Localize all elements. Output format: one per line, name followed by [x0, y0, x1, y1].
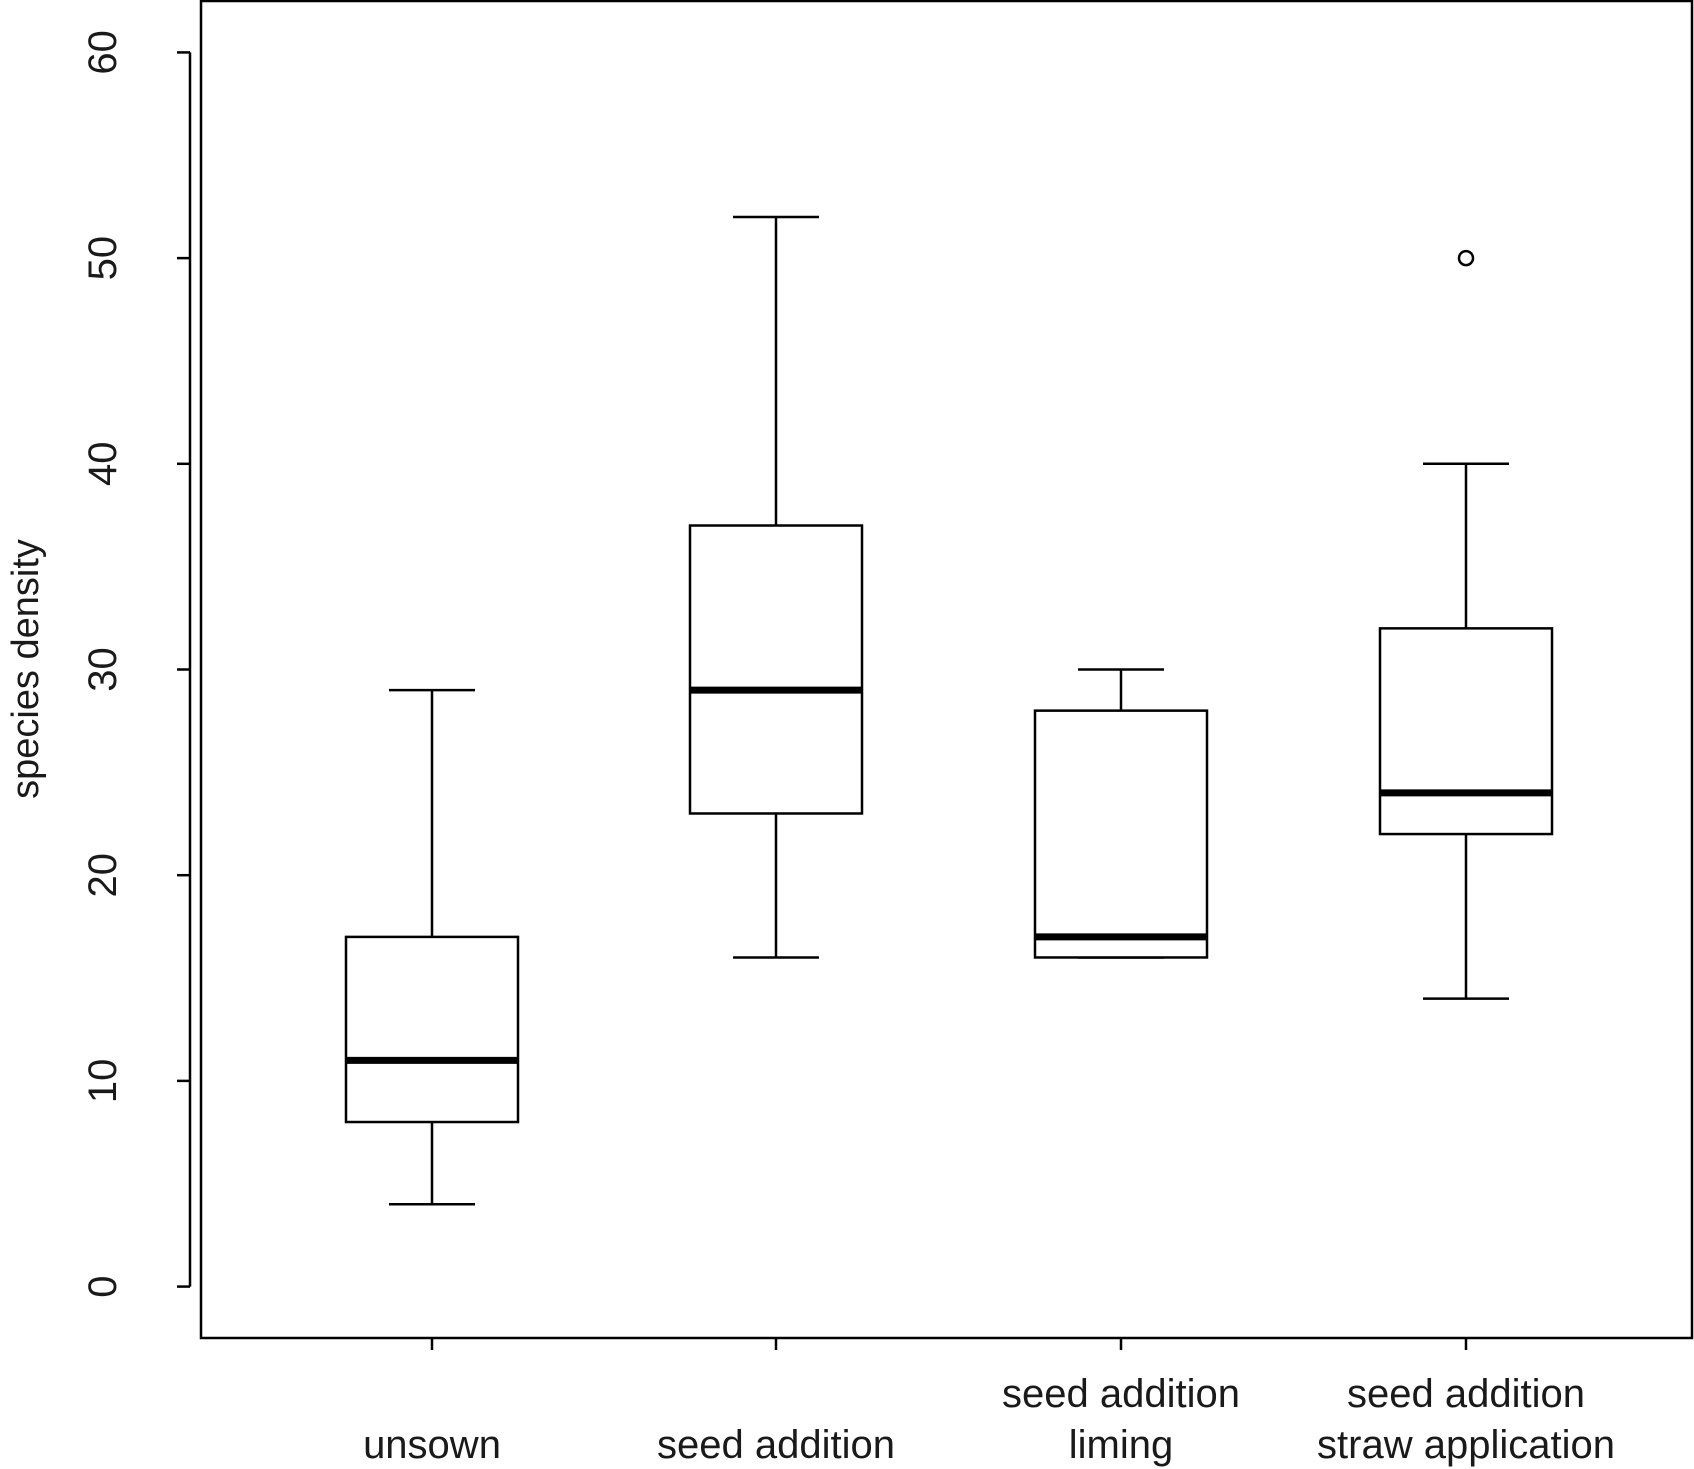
box-group	[1378, 249, 1554, 1000]
plot-frame	[199, 0, 1694, 1340]
x-category-label: straw application	[1317, 1423, 1615, 1467]
box-iqr	[688, 524, 864, 815]
box-iqr	[1033, 709, 1209, 959]
x-category-label: seed addition	[1347, 1372, 1585, 1416]
y-tick-label: 50	[81, 236, 125, 281]
x-axis-labels: unsown seed addition seed addition liming se…	[363, 1372, 1615, 1467]
y-tick-label: 40	[81, 442, 125, 487]
y-tick-label: 0	[81, 1275, 125, 1297]
y-axis-ticks: 0 10 20 30 40 50 60	[81, 30, 190, 1298]
box-iqr	[1378, 627, 1554, 836]
x-category-label: liming	[1069, 1423, 1173, 1467]
x-axis-ticks	[430, 1338, 1468, 1350]
box-group	[688, 215, 864, 959]
y-tick-label: 30	[81, 647, 125, 692]
y-tick-label: 20	[81, 853, 125, 898]
box-group	[1033, 668, 1209, 959]
x-category-label: unsown	[363, 1423, 501, 1467]
y-tick-label: 10	[81, 1059, 125, 1104]
x-category-label: seed addition	[1002, 1372, 1240, 1416]
box-iqr	[344, 935, 520, 1124]
boxplot-series	[344, 215, 1554, 1206]
box-group	[344, 688, 520, 1206]
y-axis-title: species density	[5, 539, 47, 799]
y-tick-label: 60	[81, 30, 125, 75]
outlier-point	[1457, 249, 1475, 267]
x-category-label: seed addition	[657, 1423, 895, 1467]
